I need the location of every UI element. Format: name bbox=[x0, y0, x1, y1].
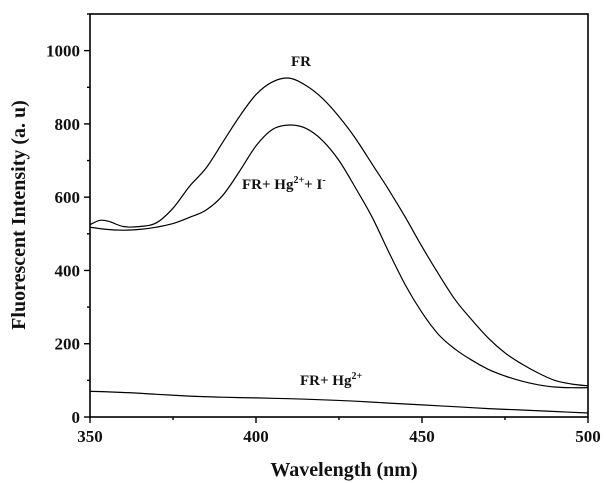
x-tick-label: 450 bbox=[409, 427, 435, 446]
series-label-fr: FR bbox=[291, 54, 311, 70]
y-tick-label: 1000 bbox=[46, 42, 80, 61]
series-fr-line bbox=[89, 77, 589, 387]
series-labels: FR FR+ Hg2++ I- FR+ Hg2+ bbox=[242, 54, 362, 389]
axis-ticks: 350 400 450 500 0 200 400 600 800 1000 bbox=[46, 13, 601, 446]
series-label-fr-hg-i: FR+ Hg2++ I- bbox=[242, 175, 326, 193]
y-tick-label: 400 bbox=[55, 261, 81, 280]
series-curves bbox=[89, 77, 589, 414]
y-tick-label: 600 bbox=[55, 188, 81, 207]
plot-frame bbox=[89, 13, 589, 418]
x-tick-label: 500 bbox=[575, 427, 601, 446]
x-tick-label: 350 bbox=[77, 427, 103, 446]
series-fr-hg-i-line bbox=[89, 124, 589, 389]
y-tick-label: 200 bbox=[55, 335, 81, 354]
y-tick-label: 0 bbox=[72, 408, 81, 427]
y-axis-title: Fluorescent Intensity (a. u) bbox=[8, 100, 30, 330]
y-tick-label: 800 bbox=[55, 115, 81, 134]
svg-text:Fluorescent Intensity (a. u): Fluorescent Intensity (a. u) bbox=[8, 100, 30, 330]
x-axis-title: Wavelength (nm) bbox=[270, 459, 417, 481]
x-tick-label: 400 bbox=[243, 427, 269, 446]
series-label-fr-hg: FR+ Hg2+ bbox=[300, 371, 362, 389]
series-fr-hg-line bbox=[89, 390, 589, 414]
